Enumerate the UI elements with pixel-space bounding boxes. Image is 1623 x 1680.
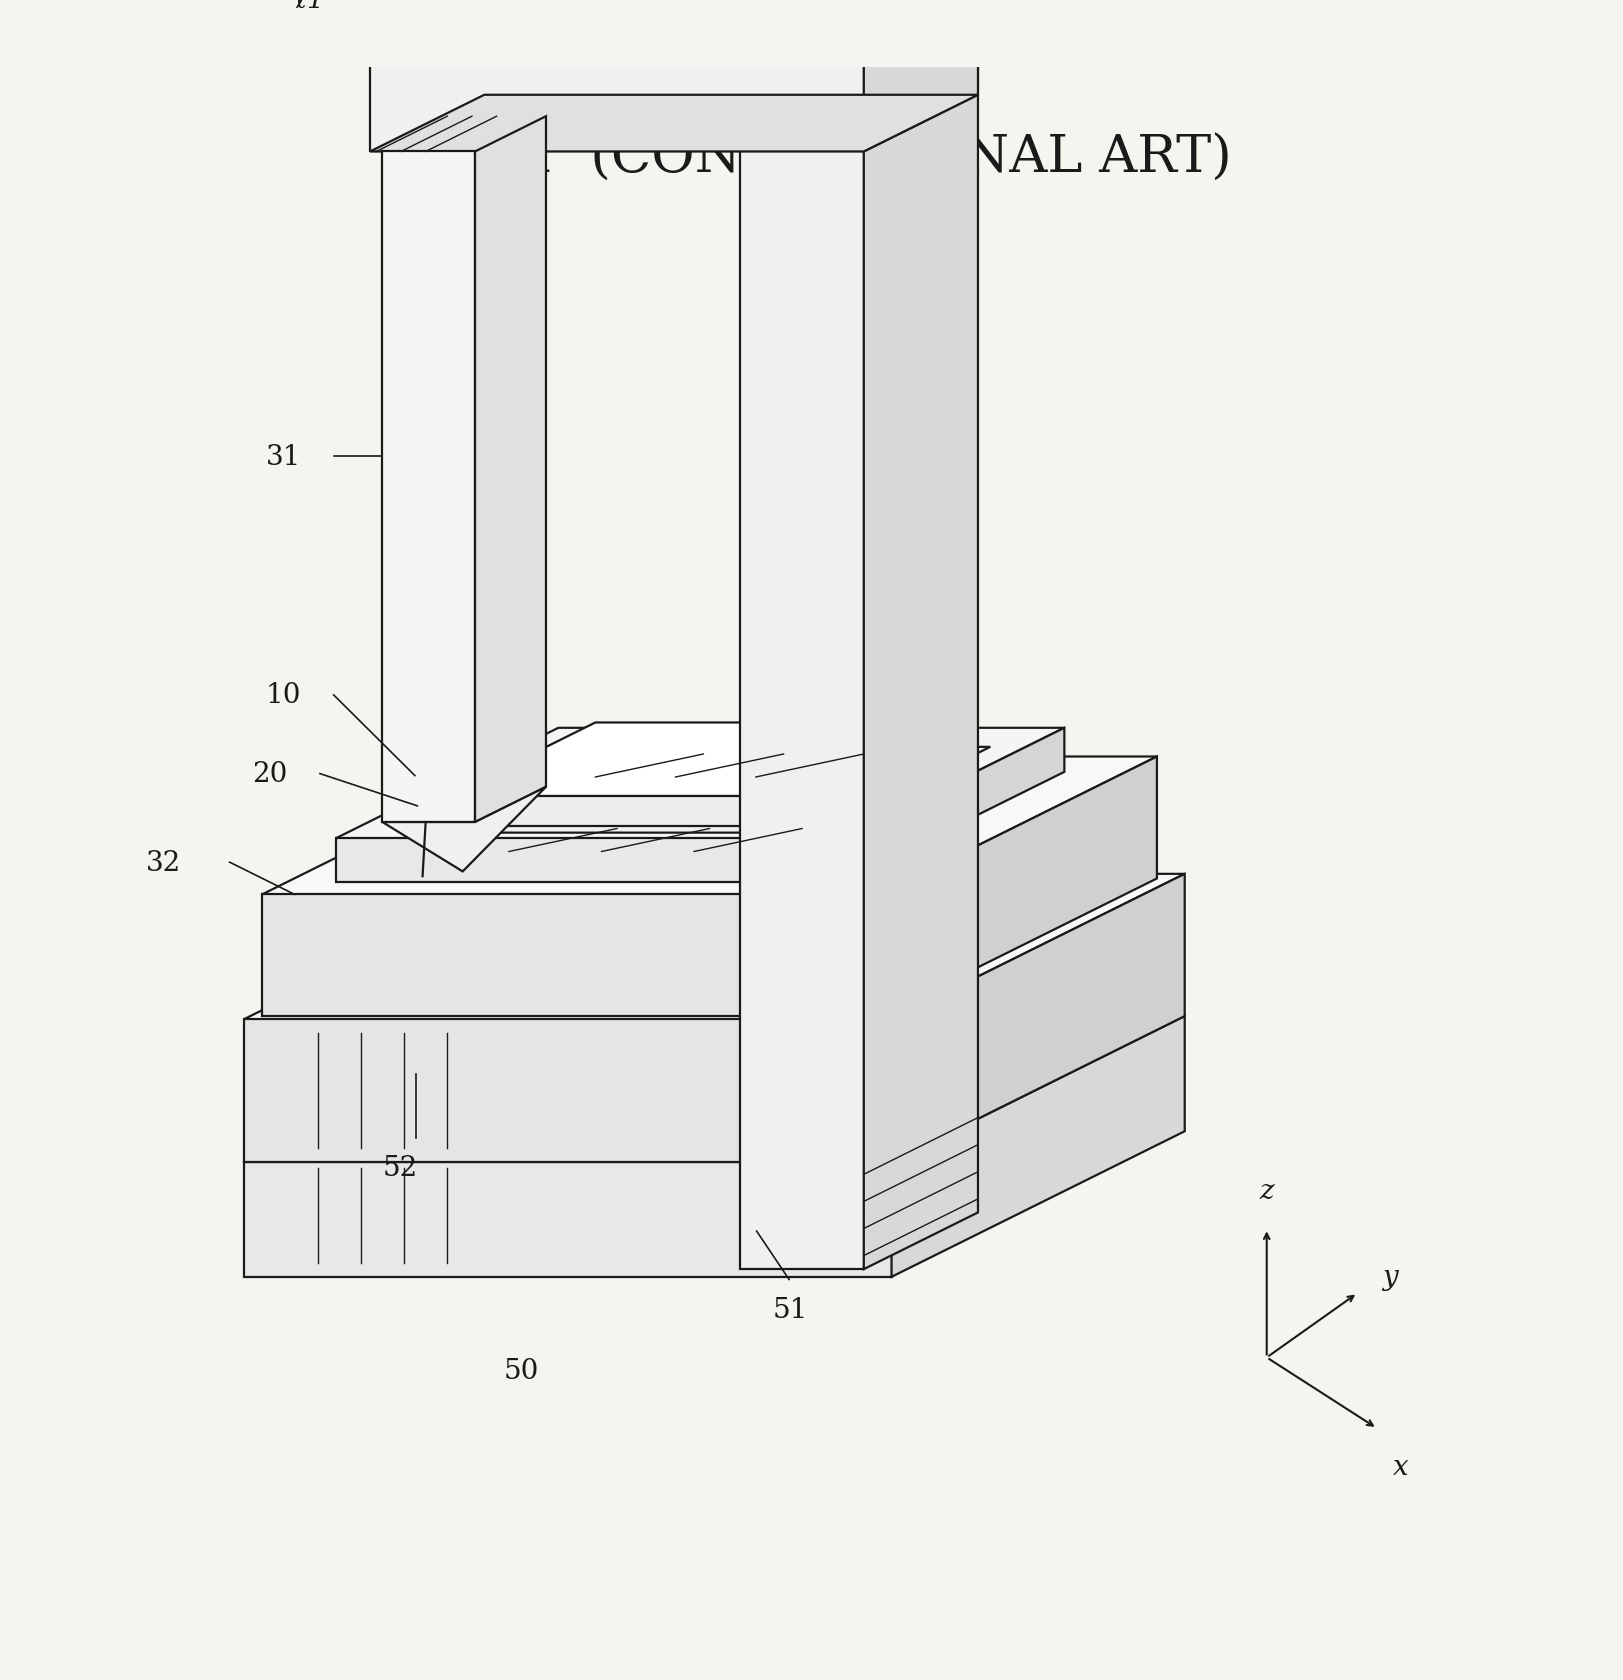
Polygon shape — [805, 722, 953, 827]
Polygon shape — [863, 0, 977, 153]
Polygon shape — [383, 788, 545, 872]
Text: x: x — [1393, 1453, 1409, 1480]
Text: 10: 10 — [266, 682, 300, 709]
Polygon shape — [740, 17, 863, 1270]
Polygon shape — [243, 1016, 1183, 1163]
Polygon shape — [370, 0, 977, 17]
Polygon shape — [411, 748, 990, 833]
Polygon shape — [474, 118, 545, 823]
Polygon shape — [863, 0, 977, 1270]
Text: y: y — [1381, 1263, 1397, 1290]
Polygon shape — [336, 838, 842, 882]
Text: 20: 20 — [252, 761, 287, 788]
Text: z: z — [1258, 1178, 1274, 1205]
Text: 51: 51 — [773, 1295, 808, 1322]
Text: $\ell$1: $\ell$1 — [295, 0, 321, 13]
Polygon shape — [740, 0, 977, 17]
Polygon shape — [383, 153, 474, 823]
Polygon shape — [370, 96, 977, 153]
Polygon shape — [891, 874, 1183, 1163]
Polygon shape — [842, 729, 1063, 882]
Polygon shape — [243, 1020, 891, 1163]
Text: 31: 31 — [266, 444, 300, 470]
Polygon shape — [370, 17, 863, 153]
Text: FIG. 1  (CONVENTIONAL ART): FIG. 1 (CONVENTIONAL ART) — [391, 133, 1232, 183]
Text: 50: 50 — [503, 1357, 539, 1384]
Text: 52: 52 — [383, 1154, 417, 1181]
Polygon shape — [336, 729, 1063, 838]
Polygon shape — [243, 874, 1183, 1020]
Polygon shape — [878, 758, 1156, 1016]
Polygon shape — [446, 722, 953, 796]
Polygon shape — [261, 895, 878, 1016]
Polygon shape — [243, 1163, 891, 1277]
Polygon shape — [891, 1016, 1183, 1277]
Polygon shape — [261, 758, 1156, 895]
Polygon shape — [446, 796, 805, 827]
Text: 32: 32 — [146, 848, 180, 877]
